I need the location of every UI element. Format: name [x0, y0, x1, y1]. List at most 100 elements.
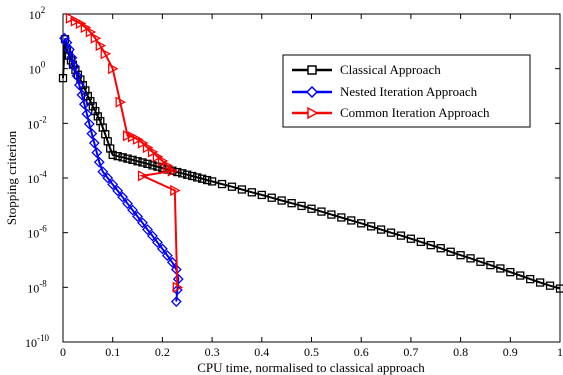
data-point: [277, 196, 286, 205]
data-point: [526, 274, 535, 284]
data-point: [535, 278, 545, 287]
y-tick-exponent: -4: [39, 169, 47, 179]
data-point: [73, 79, 85, 91]
data-point: [555, 284, 563, 293]
data-point: [193, 173, 202, 182]
data-point: [69, 61, 80, 72]
data-point: [93, 156, 105, 168]
data-point: [66, 52, 78, 64]
data-point: [128, 155, 137, 165]
x-tick-label: 1: [557, 345, 563, 359]
data-point: [147, 146, 159, 158]
data-point: [545, 281, 555, 290]
data-point: [396, 231, 406, 240]
legend-label-common: Common Iteration Approach: [340, 105, 490, 120]
data-point: [90, 32, 102, 44]
data-point: [127, 204, 138, 216]
series-classical-approach: [58, 35, 563, 293]
data-point: [172, 281, 184, 293]
y-axis-title: Stopping criterion: [4, 130, 19, 225]
y-tick-label: 10-6: [27, 224, 47, 241]
data-point: [376, 225, 386, 234]
data-point: [147, 230, 158, 242]
legend-marker-diamond: [305, 85, 319, 99]
y-tick-base: 10: [27, 117, 39, 131]
data-point: [122, 130, 134, 142]
data-point: [59, 32, 70, 44]
data-point: [88, 102, 97, 111]
x-tick-label: 0.7: [403, 345, 418, 359]
y-tick-label: 10-2: [27, 114, 47, 131]
data-point: [95, 39, 107, 52]
ticks-layer: 0 0.1 0.2 0.3 0.4 0.5 0.6 0.7 0.8 0.9 110210010-21…: [25, 5, 563, 359]
data-point: [183, 170, 192, 179]
data-point: [142, 224, 153, 235]
data-point: [257, 190, 266, 200]
x-tick-label: 0.4: [254, 345, 269, 359]
data-point: [327, 210, 336, 219]
data-point: [337, 213, 346, 222]
data-point: [78, 98, 90, 110]
data-point: [202, 175, 212, 185]
data-point: [115, 96, 127, 108]
data-point: [65, 12, 77, 24]
data-point: [486, 260, 495, 270]
data-point: [172, 273, 184, 285]
data-point: [148, 161, 157, 170]
series-line: [63, 37, 180, 302]
y-tick-label: 10-8: [27, 278, 47, 295]
data-point: [157, 155, 169, 167]
y-tick-label: 10-4: [27, 169, 47, 186]
legend-marker-square: [307, 65, 317, 75]
data-point: [466, 254, 475, 263]
data-point: [117, 191, 129, 203]
data-point: [132, 211, 143, 222]
data-point: [297, 201, 306, 211]
y-tick-label: 10-10: [25, 333, 49, 350]
data-point: [86, 128, 98, 140]
y-tick-base: 10: [27, 172, 39, 186]
y-tick-exponent: 2: [41, 5, 46, 15]
data-point: [247, 188, 257, 197]
data-point: [167, 165, 179, 177]
series-common-iteration-approach: [65, 12, 184, 293]
data-point: [386, 228, 396, 237]
data-point: [153, 162, 162, 171]
data-point: [156, 243, 168, 255]
data-point: [161, 250, 173, 262]
data-point: [506, 267, 515, 277]
data-point: [64, 44, 75, 55]
data-point: [436, 244, 445, 253]
data-point: [446, 247, 455, 256]
data-point: [102, 172, 114, 184]
data-point: [516, 271, 525, 280]
x-tick-label: 0.8: [453, 345, 468, 359]
y-tick-base: 10: [27, 227, 39, 241]
data-point: [357, 219, 366, 228]
y-tick-base: 10: [29, 63, 41, 77]
legend-entry-common: Common Iteration Approach: [292, 105, 490, 120]
data-point: [100, 48, 112, 60]
data-point: [217, 179, 227, 189]
x-tick-label: 0.2: [155, 345, 170, 359]
data-point: [170, 296, 182, 308]
data-point: [132, 133, 144, 145]
data-point: [143, 159, 152, 168]
data-point: [108, 150, 117, 160]
data-point: [476, 257, 485, 266]
y-tick-label: 100: [29, 60, 46, 77]
data-point: [71, 70, 83, 82]
data-point: [88, 137, 100, 149]
x-axis-title: CPU time, normalised to classical approa…: [197, 360, 425, 375]
y-tick-label: 102: [29, 5, 46, 22]
x-tick-label: 0.1: [105, 345, 120, 359]
x-tick-label: 0.3: [205, 345, 220, 359]
data-point: [108, 63, 119, 75]
y-tick-base: 10: [27, 281, 39, 295]
data-point: [227, 182, 237, 191]
data-point: [137, 217, 148, 229]
data-point: [416, 237, 425, 247]
data-point: [142, 141, 154, 154]
data-point: [267, 193, 276, 202]
